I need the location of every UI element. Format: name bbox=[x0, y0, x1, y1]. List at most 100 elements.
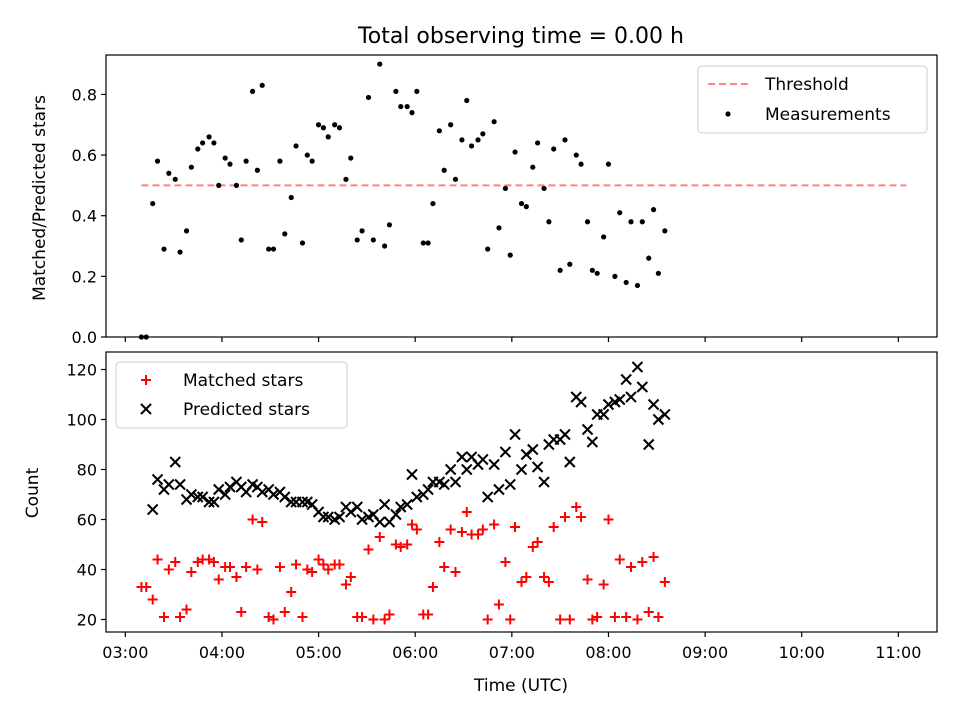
predicted-stars-point bbox=[477, 453, 489, 466]
predicted-stars-point bbox=[504, 478, 516, 491]
measurement-point bbox=[393, 88, 399, 94]
predicted-stars-point bbox=[256, 486, 268, 498]
measurement-point bbox=[404, 103, 410, 110]
measurement-point bbox=[195, 146, 201, 152]
predicted-stars-point bbox=[647, 398, 660, 411]
measurement-point bbox=[222, 155, 228, 161]
measurement-point bbox=[584, 219, 591, 225]
measurement-point bbox=[459, 137, 465, 143]
predicted-stars-point bbox=[515, 463, 528, 476]
measurement-point bbox=[238, 237, 244, 243]
measurement-point bbox=[605, 161, 612, 167]
predicted-stars-point bbox=[317, 511, 330, 523]
legend-box bbox=[697, 65, 928, 134]
matched-stars-point bbox=[158, 612, 169, 622]
predicted-stars-point bbox=[356, 513, 368, 526]
matched-stars-point bbox=[582, 574, 593, 585]
matched-stars-point bbox=[395, 542, 406, 552]
matched-stars-point bbox=[368, 614, 379, 625]
measurement-point bbox=[646, 255, 652, 261]
y-tick-label: 120 bbox=[66, 361, 97, 380]
matched-stars-point bbox=[363, 544, 374, 555]
bottom-plot-area: 20 40 60 80 100 120 03:00 04:00 05:00 06:00 07:00 0… bbox=[66, 351, 938, 662]
measurement-point bbox=[336, 125, 343, 131]
matched-stars-point bbox=[445, 524, 456, 535]
predicted-stars-point bbox=[196, 491, 209, 503]
measurement-point bbox=[562, 137, 568, 143]
predicted-stars-point bbox=[527, 443, 539, 456]
predicted-stars-point bbox=[509, 428, 521, 441]
measurement-point bbox=[227, 161, 233, 167]
matched-stars-point bbox=[406, 519, 417, 530]
matched-stars-point bbox=[423, 609, 434, 620]
matched-stars-point bbox=[473, 529, 484, 540]
predicted-stars-point bbox=[636, 381, 648, 393]
measurement-point bbox=[270, 246, 277, 252]
matched-stars-point bbox=[175, 612, 186, 622]
axes-frame bbox=[105, 351, 938, 633]
matched-stars-point bbox=[456, 527, 467, 537]
matched-stars-point bbox=[482, 614, 493, 625]
matched-stars-point bbox=[516, 577, 527, 587]
y-tick-label: 40 bbox=[77, 561, 97, 580]
measurement-point bbox=[154, 158, 161, 164]
measurement-point bbox=[530, 164, 536, 170]
predicted-stars-point bbox=[390, 508, 402, 521]
measurement-point bbox=[512, 149, 518, 155]
measurement-point bbox=[172, 176, 178, 182]
predicted-stars-point bbox=[614, 393, 626, 406]
matched-stars-point bbox=[357, 612, 368, 622]
y-tick-label: 0.4 bbox=[72, 207, 97, 226]
measurement-point bbox=[320, 125, 327, 131]
measurement-point bbox=[282, 231, 288, 237]
predicted-stars-point bbox=[564, 456, 576, 468]
measurement-point bbox=[216, 182, 222, 188]
matched-stars-point bbox=[236, 607, 247, 617]
measurement-point bbox=[200, 140, 206, 146]
measurement-point bbox=[304, 152, 310, 158]
measurement-point bbox=[420, 240, 426, 246]
measurement-point bbox=[370, 237, 376, 243]
measurement-point bbox=[249, 88, 256, 94]
matched-stars-point bbox=[411, 524, 422, 535]
measurement-point bbox=[507, 252, 513, 258]
predicted-stars-point bbox=[488, 458, 500, 471]
bottom-y-axis-label: Count bbox=[23, 467, 43, 518]
predicted-stars-point bbox=[351, 501, 363, 513]
measurement-point bbox=[589, 267, 595, 273]
measurement-point bbox=[266, 246, 272, 252]
predicted-stars-point bbox=[631, 361, 644, 373]
predicted-stars-point bbox=[185, 488, 198, 501]
predicted-stars-point bbox=[602, 398, 615, 411]
measurement-point bbox=[299, 240, 306, 246]
matched-stars-point bbox=[500, 557, 511, 567]
matched-stars-point bbox=[384, 609, 395, 620]
matched-stars-legend-swatch bbox=[141, 375, 151, 385]
predicted-stars-point bbox=[538, 476, 550, 488]
measurement-point bbox=[496, 225, 502, 231]
matched-stars-legend-label: Matched stars bbox=[183, 371, 303, 391]
measurement-point bbox=[448, 122, 454, 128]
measurement-point bbox=[464, 97, 470, 104]
matched-stars-point bbox=[340, 579, 351, 590]
matched-stars-point bbox=[274, 562, 285, 572]
measurement-point bbox=[523, 204, 529, 210]
predicted-stars-point bbox=[581, 423, 594, 436]
predicted-stars-point bbox=[224, 481, 236, 493]
measurement-point bbox=[567, 261, 573, 267]
predicted-stars-point bbox=[203, 496, 215, 508]
measurement-point bbox=[650, 207, 657, 213]
measurement-point bbox=[594, 270, 600, 276]
x-tick-label: 03:00 bbox=[102, 643, 148, 662]
measurement-point bbox=[259, 82, 265, 88]
measurement-point bbox=[206, 134, 212, 140]
measurement-point bbox=[491, 119, 497, 125]
matched-stars-point bbox=[152, 554, 163, 565]
matched-stars-point bbox=[434, 537, 445, 547]
measurement-point bbox=[546, 219, 552, 225]
measurement-point bbox=[359, 228, 365, 234]
measurement-point bbox=[551, 146, 557, 152]
bottom-legend: Matched stars Predicted stars bbox=[115, 361, 348, 429]
y-tick-label: 0.0 bbox=[72, 328, 97, 347]
measurement-point bbox=[161, 246, 167, 252]
